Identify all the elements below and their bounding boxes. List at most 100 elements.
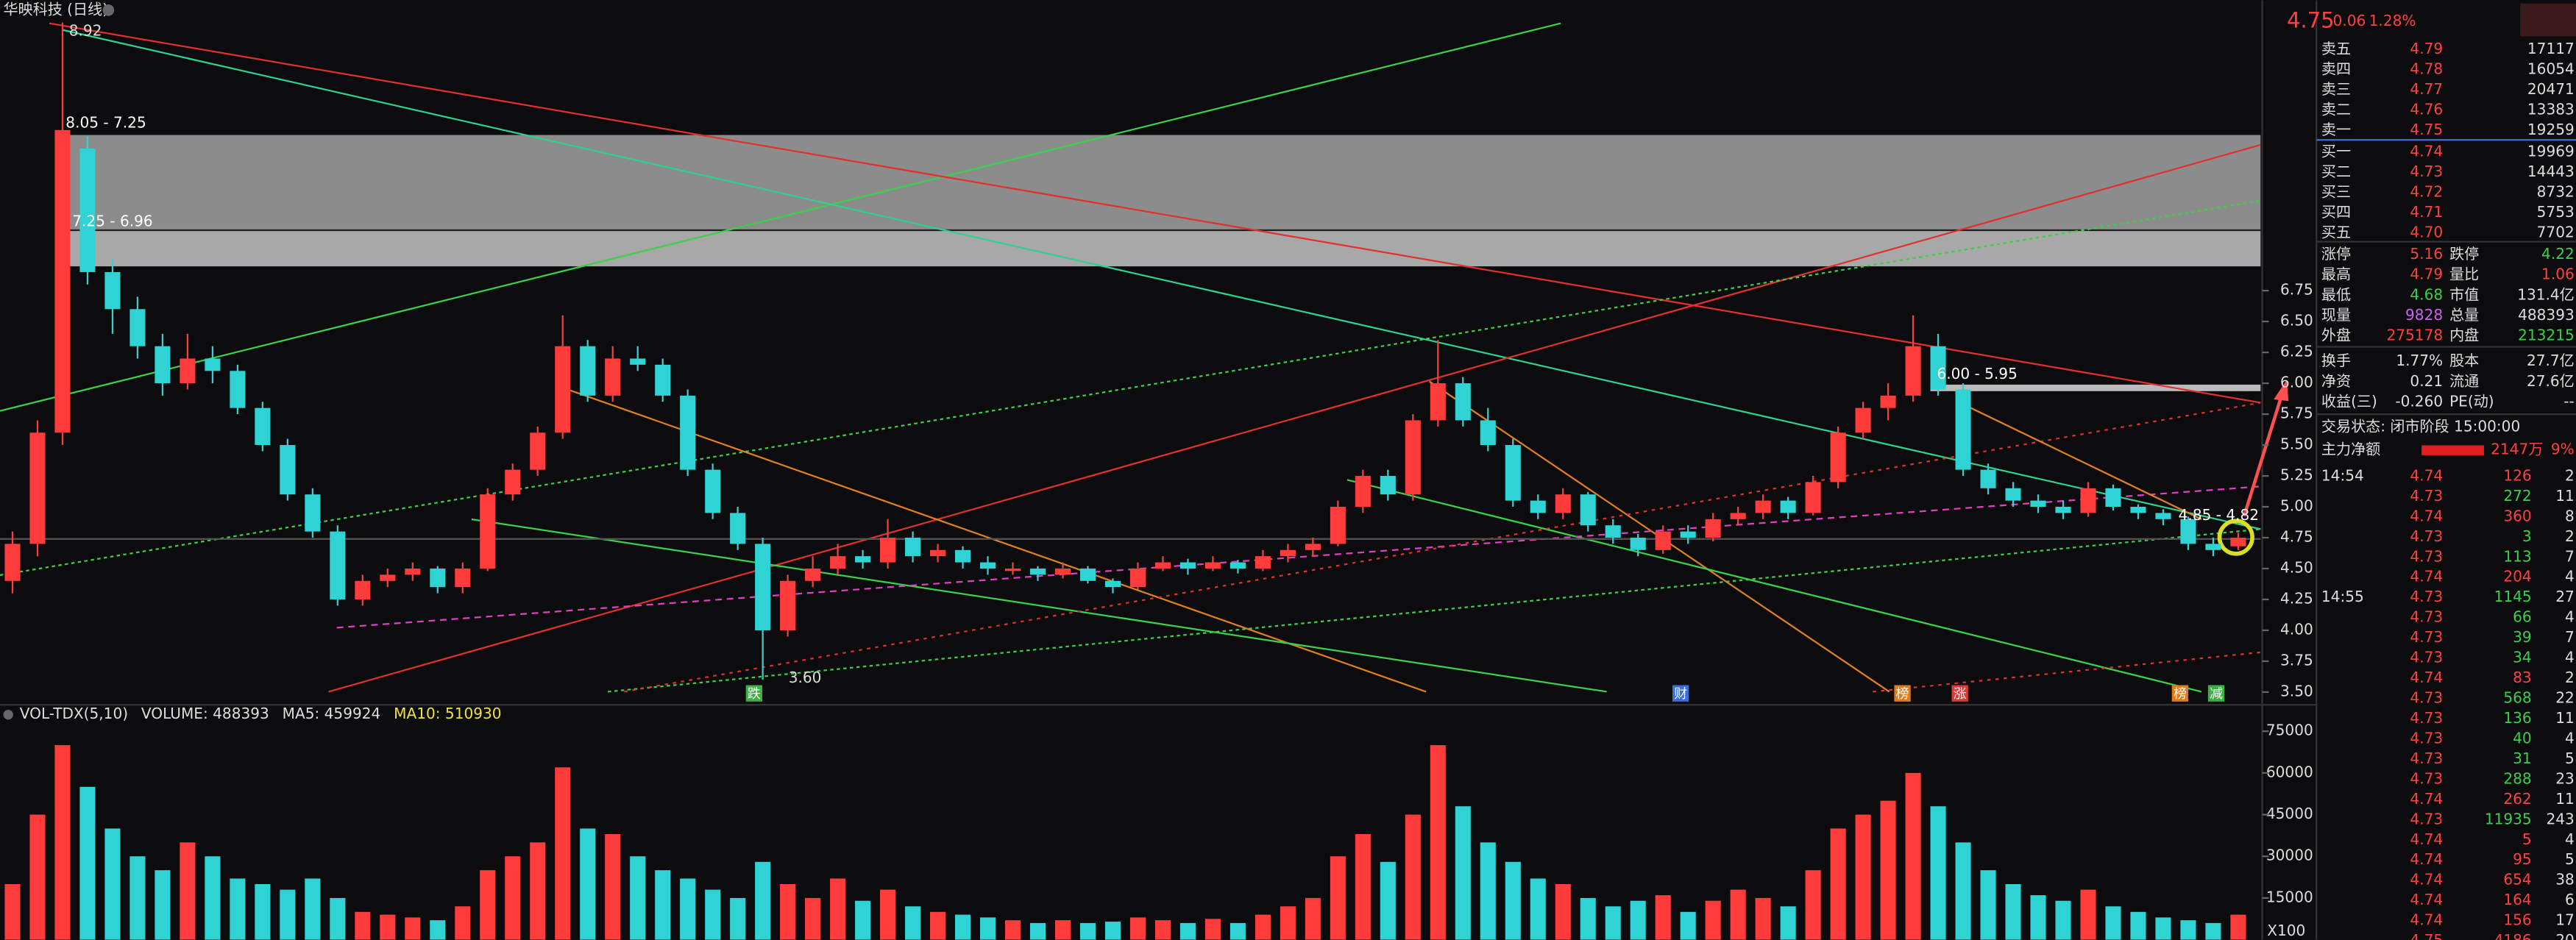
trade-price: 4.73 — [2410, 608, 2443, 626]
book-label: 卖三 — [2321, 80, 2351, 98]
annotation: 8.92 — [69, 21, 102, 39]
trade-count: 17 — [2555, 911, 2575, 929]
volume-bar — [1580, 897, 1596, 940]
trade-count: 7 — [2565, 628, 2575, 646]
marker-label: 财 — [1674, 686, 1687, 702]
trade-volume: 164 — [2503, 891, 2531, 908]
trade-count: 7 — [2565, 547, 2575, 565]
book-volume: 7702 — [2537, 223, 2575, 241]
candle-body — [2130, 507, 2146, 513]
trade-volume: 95 — [2513, 850, 2532, 868]
trend-line — [328, 143, 2261, 693]
volume-bar — [1830, 828, 1846, 940]
trade-volume: 136 — [2503, 709, 2531, 727]
stat-value: 488393 — [2518, 306, 2575, 324]
trade-count: 4 — [2565, 608, 2575, 626]
candle-body — [630, 358, 646, 365]
candle-body — [1154, 562, 1171, 569]
trade-count: 11 — [2555, 709, 2575, 727]
candle-body — [280, 445, 296, 495]
marker-label: 涨 — [1954, 686, 1967, 702]
stat-label: 换手 — [2321, 352, 2351, 369]
trade-count: 20 — [2555, 931, 2575, 940]
candle-body — [54, 129, 71, 433]
annotation: 7.25 - 6.96 — [72, 212, 152, 229]
panel-button[interactable] — [2520, 3, 2576, 37]
candle-body — [680, 395, 696, 470]
trade-volume: 654 — [2503, 871, 2531, 889]
stat-label: 量比 — [2449, 266, 2479, 283]
trend-line — [1346, 479, 2202, 693]
candle-body — [1530, 500, 1546, 513]
trade-count: 22 — [2555, 689, 2575, 707]
trade-count: 23 — [2555, 769, 2575, 787]
volume-bar — [1405, 814, 1421, 940]
volume-bar — [605, 833, 621, 940]
trade-time: 14:55 — [2321, 588, 2364, 605]
book-label: 买二 — [2321, 163, 2351, 180]
volume-bar — [780, 884, 796, 940]
trade-price: 4.73 — [2410, 749, 2443, 767]
volume-bar — [1129, 917, 1146, 940]
annotation: 4.85 - 4.82 — [2179, 506, 2259, 524]
volume-bar — [1680, 911, 1696, 940]
volume-bar — [1430, 745, 1446, 940]
volume-bar — [1780, 906, 1796, 940]
trade-count: 4 — [2565, 649, 2575, 666]
marker-badge — [1951, 685, 1968, 702]
trend-line — [62, 29, 2261, 530]
legend-item: VOL-TDX(5,10) — [20, 705, 128, 722]
candle-body — [1730, 513, 1746, 519]
marker-badge — [1894, 685, 1911, 702]
trade-price: 4.74 — [2410, 850, 2443, 868]
candle-body — [2205, 544, 2221, 550]
volume-bar — [1154, 920, 1171, 940]
trade-time: 14:54 — [2321, 466, 2364, 484]
volume-bar — [1730, 889, 1746, 940]
volume-bar — [2080, 889, 2096, 940]
stat-label: 股本 — [2449, 352, 2479, 369]
volume-bar — [205, 856, 221, 940]
volume-bar — [430, 920, 446, 940]
candle-body — [954, 549, 971, 563]
volume-bar — [1755, 897, 1771, 940]
trade-volume: 156 — [2503, 911, 2531, 929]
candle-body — [905, 538, 921, 557]
candle-body — [1204, 562, 1221, 569]
stat-value: 213215 — [2518, 327, 2575, 344]
book-volume: 19969 — [2527, 142, 2575, 160]
volume-bar — [905, 906, 921, 940]
zone-box — [1930, 384, 2261, 391]
candle-body — [1955, 389, 1971, 470]
legend-item: MA5: 459924 — [283, 705, 381, 722]
y-tick-label: 15000 — [2266, 888, 2313, 905]
trade-price: 4.74 — [2410, 568, 2443, 585]
volume-bar — [2155, 917, 2171, 940]
volume-bar — [530, 842, 546, 940]
trade-price: 4.73 — [2410, 547, 2443, 565]
title-icon[interactable] — [102, 4, 115, 16]
candle-body — [505, 469, 521, 495]
candle-body — [1605, 525, 1621, 538]
book-label: 卖二 — [2321, 100, 2351, 118]
marker-badge — [2171, 685, 2189, 702]
book-price: 4.79 — [2410, 40, 2443, 57]
book-volume: 17117 — [2527, 40, 2575, 57]
marker-badge — [2207, 685, 2225, 702]
volume-bar — [505, 856, 521, 940]
volume-bar — [680, 878, 696, 940]
candle-body — [305, 494, 321, 532]
candle-body — [2105, 488, 2121, 508]
y-tick-label: 4.00 — [2280, 620, 2313, 638]
volume-bar — [755, 861, 771, 940]
y-tick-label: 6.50 — [2280, 312, 2313, 330]
stat-value: 1.77% — [2396, 352, 2443, 369]
y-tick-label: 45000 — [2266, 805, 2313, 822]
status: 交易状态: 闭市阶段 15:00:00 — [2321, 417, 2520, 435]
trade-volume: 34 — [2513, 649, 2532, 666]
candle-body — [1405, 420, 1421, 495]
trade-price: 4.73 — [2410, 588, 2443, 605]
trade-price: 4.74 — [2410, 891, 2443, 908]
volume-bar — [330, 897, 346, 940]
